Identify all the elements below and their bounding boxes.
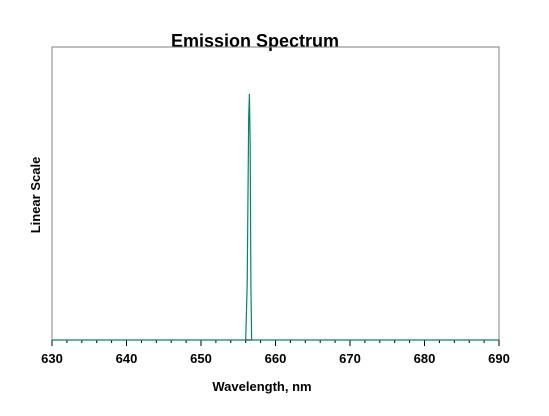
x-tick-label: 690 <box>488 351 510 366</box>
y-axis-label: Linear Scale <box>28 157 43 234</box>
x-tick-label: 660 <box>265 351 287 366</box>
x-tick-label: 670 <box>339 351 361 366</box>
x-tick-label: 650 <box>190 351 212 366</box>
x-axis-label: Wavelength, nm <box>212 379 311 394</box>
x-tick-label: 630 <box>41 351 63 366</box>
chart-title: Emission Spectrum <box>171 31 339 51</box>
x-tick-label: 640 <box>116 351 138 366</box>
spectrum-line <box>52 93 499 341</box>
plot-frame <box>51 46 500 341</box>
x-tick-label: 680 <box>414 351 436 366</box>
